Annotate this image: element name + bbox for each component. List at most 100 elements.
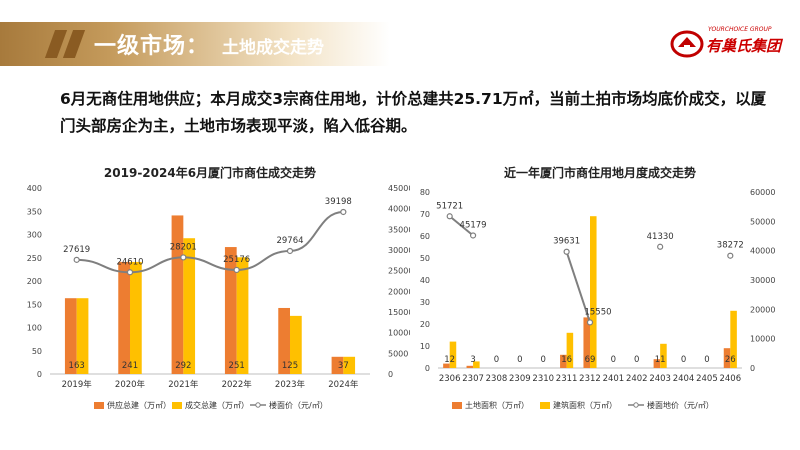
y-right-tick-label: 40000 (388, 205, 410, 214)
y-left-tick-label: 100 (27, 324, 42, 333)
line-point (446, 213, 453, 220)
line-segment (76, 258, 131, 274)
y-left-tick-label: 400 (27, 184, 42, 193)
x-tick-label: 2024年 (328, 379, 359, 390)
line-point (657, 243, 664, 250)
y-left-tick-label: 150 (27, 300, 42, 309)
bar-2-series-1 (171, 215, 184, 374)
bar-data-label: 16 (561, 355, 572, 365)
legend-swatch-series-2 (540, 402, 550, 409)
y-left-tick-label: 80 (420, 188, 430, 197)
x-tick-label: 2405 (696, 374, 718, 384)
y-left-tick-label: 70 (420, 210, 430, 219)
bar-12-series-2 (730, 310, 737, 368)
x-tick-label: 2306 (439, 374, 461, 384)
bar-data-label: 292 (175, 361, 191, 371)
bar-data-label: 241 (122, 361, 138, 371)
legend-swatch-series-2 (172, 402, 182, 409)
y-left-tick-label: 40 (420, 276, 430, 285)
y-right-tick-label: 10000 (750, 335, 775, 344)
y-left-tick-label: 0 (425, 364, 430, 373)
line-point (286, 247, 294, 255)
y-right-tick-label: 20000 (750, 305, 775, 314)
line-point (340, 208, 347, 216)
line-data-label: 25176 (223, 255, 250, 265)
bar-data-label: 0 (634, 355, 639, 365)
line-data-label: 29764 (276, 236, 303, 246)
logo-english-text: YOURCHOICE GROUP (708, 26, 772, 33)
bar-data-label: 0 (611, 355, 616, 365)
chart-annual-transactions: 0 50 100 150 200 250 300 350 400 0 5000 10000 15000 2… (27, 184, 410, 410)
legend-label-series-3: 楼面地价（元/㎡） (647, 400, 714, 410)
bar-6-series-2 (590, 216, 597, 368)
y-left-tick-label: 350 (27, 207, 42, 216)
y-left-tick-label: 10 (420, 342, 430, 351)
bar-data-label: 0 (541, 355, 546, 365)
line-data-label: 38272 (717, 241, 744, 251)
chart-1-title: 2019-2024年6月厦门市商住成交走势 (103, 166, 317, 180)
y-right-tick-label: 5000 (388, 349, 408, 358)
bar-4-series-1 (278, 307, 290, 374)
bar-data-label: 163 (69, 361, 85, 371)
x-tick-label: 2308 (486, 374, 508, 384)
legend-swatch-series-1 (452, 402, 462, 409)
legend-label-series-1: 土地面积（万㎡） (465, 400, 529, 410)
x-tick-label: 2402 (626, 374, 648, 384)
line-point (469, 232, 477, 239)
line-data-label: 15550 (584, 307, 611, 317)
y-right-tick-label: 0 (388, 370, 393, 379)
legend-label-series-2: 成交总建（万㎡） (185, 400, 249, 410)
line-segment (183, 256, 237, 271)
company-logo: YOURCHOICE GROUP 有巢氏集团 (670, 26, 795, 66)
y-left-tick-label: 50 (420, 254, 430, 263)
y-right-tick-label: 50000 (750, 217, 775, 226)
bar-data-label: 0 (494, 355, 499, 365)
y-right-tick-label: 40000 (750, 247, 775, 256)
x-tick-label: 2310 (532, 374, 554, 384)
bar-3-series-2 (236, 257, 249, 374)
line-segment (236, 249, 291, 271)
line-data-label: 28201 (170, 242, 197, 252)
bar-data-label: 3 (470, 355, 475, 365)
line-point (126, 269, 134, 276)
legend-label-series-1: 供应总建（万㎡） (107, 400, 171, 410)
line-data-label: 27619 (63, 245, 90, 255)
x-tick-label: 2311 (556, 374, 578, 384)
y-right-tick-label: 60000 (750, 188, 775, 197)
x-tick-label: 2307 (462, 374, 484, 384)
bar-0-series-2 (449, 341, 457, 368)
bar-0-series-1 (443, 363, 450, 368)
line-segment (129, 256, 184, 274)
y-right-tick-label: 35000 (388, 225, 410, 234)
line-data-label: 41330 (647, 232, 674, 242)
line-point (233, 266, 240, 274)
bar-data-label: 0 (517, 355, 522, 365)
header-banner: 一级市场： 土地成交走势 (0, 22, 390, 66)
bar-2-series-2 (183, 238, 196, 374)
summary-text: 6月无商住用地供应；本月成交3宗商住用地，计价总建共25.71万㎡，当前土拍市场… (60, 90, 767, 135)
bar-1-series-2 (473, 361, 480, 368)
bar-4-series-2 (290, 315, 302, 374)
y-left-tick-label: 250 (27, 254, 42, 263)
legend-swatch-series-1 (94, 402, 104, 409)
y-left-tick-label: 50 (32, 347, 42, 356)
legend-label-series-2: 建筑面积（万㎡） (553, 400, 617, 410)
legend-label-series-3: 楼面价（元/㎡） (269, 400, 328, 410)
y-right-tick-label: 10000 (388, 329, 410, 338)
x-tick-label: 2309 (509, 374, 531, 384)
bar-0-series-2 (76, 298, 89, 374)
bar-data-label: 26 (725, 355, 736, 365)
line-data-label: 51721 (436, 201, 463, 211)
x-tick-label: 2312 (579, 374, 601, 384)
y-right-tick-label: 45000 (388, 184, 410, 193)
bar-data-label: 251 (229, 361, 245, 371)
x-tick-label: 2404 (673, 374, 695, 384)
x-tick-label: 2021年 (168, 379, 199, 390)
line-point (73, 256, 80, 263)
y-left-tick-label: 200 (27, 277, 42, 286)
bar-9-series-2 (660, 343, 667, 368)
line-segment (289, 210, 344, 252)
bar-5-series-1 (560, 354, 567, 368)
y-right-tick-label: 30000 (388, 246, 410, 255)
bar-data-label: 69 (585, 355, 596, 365)
